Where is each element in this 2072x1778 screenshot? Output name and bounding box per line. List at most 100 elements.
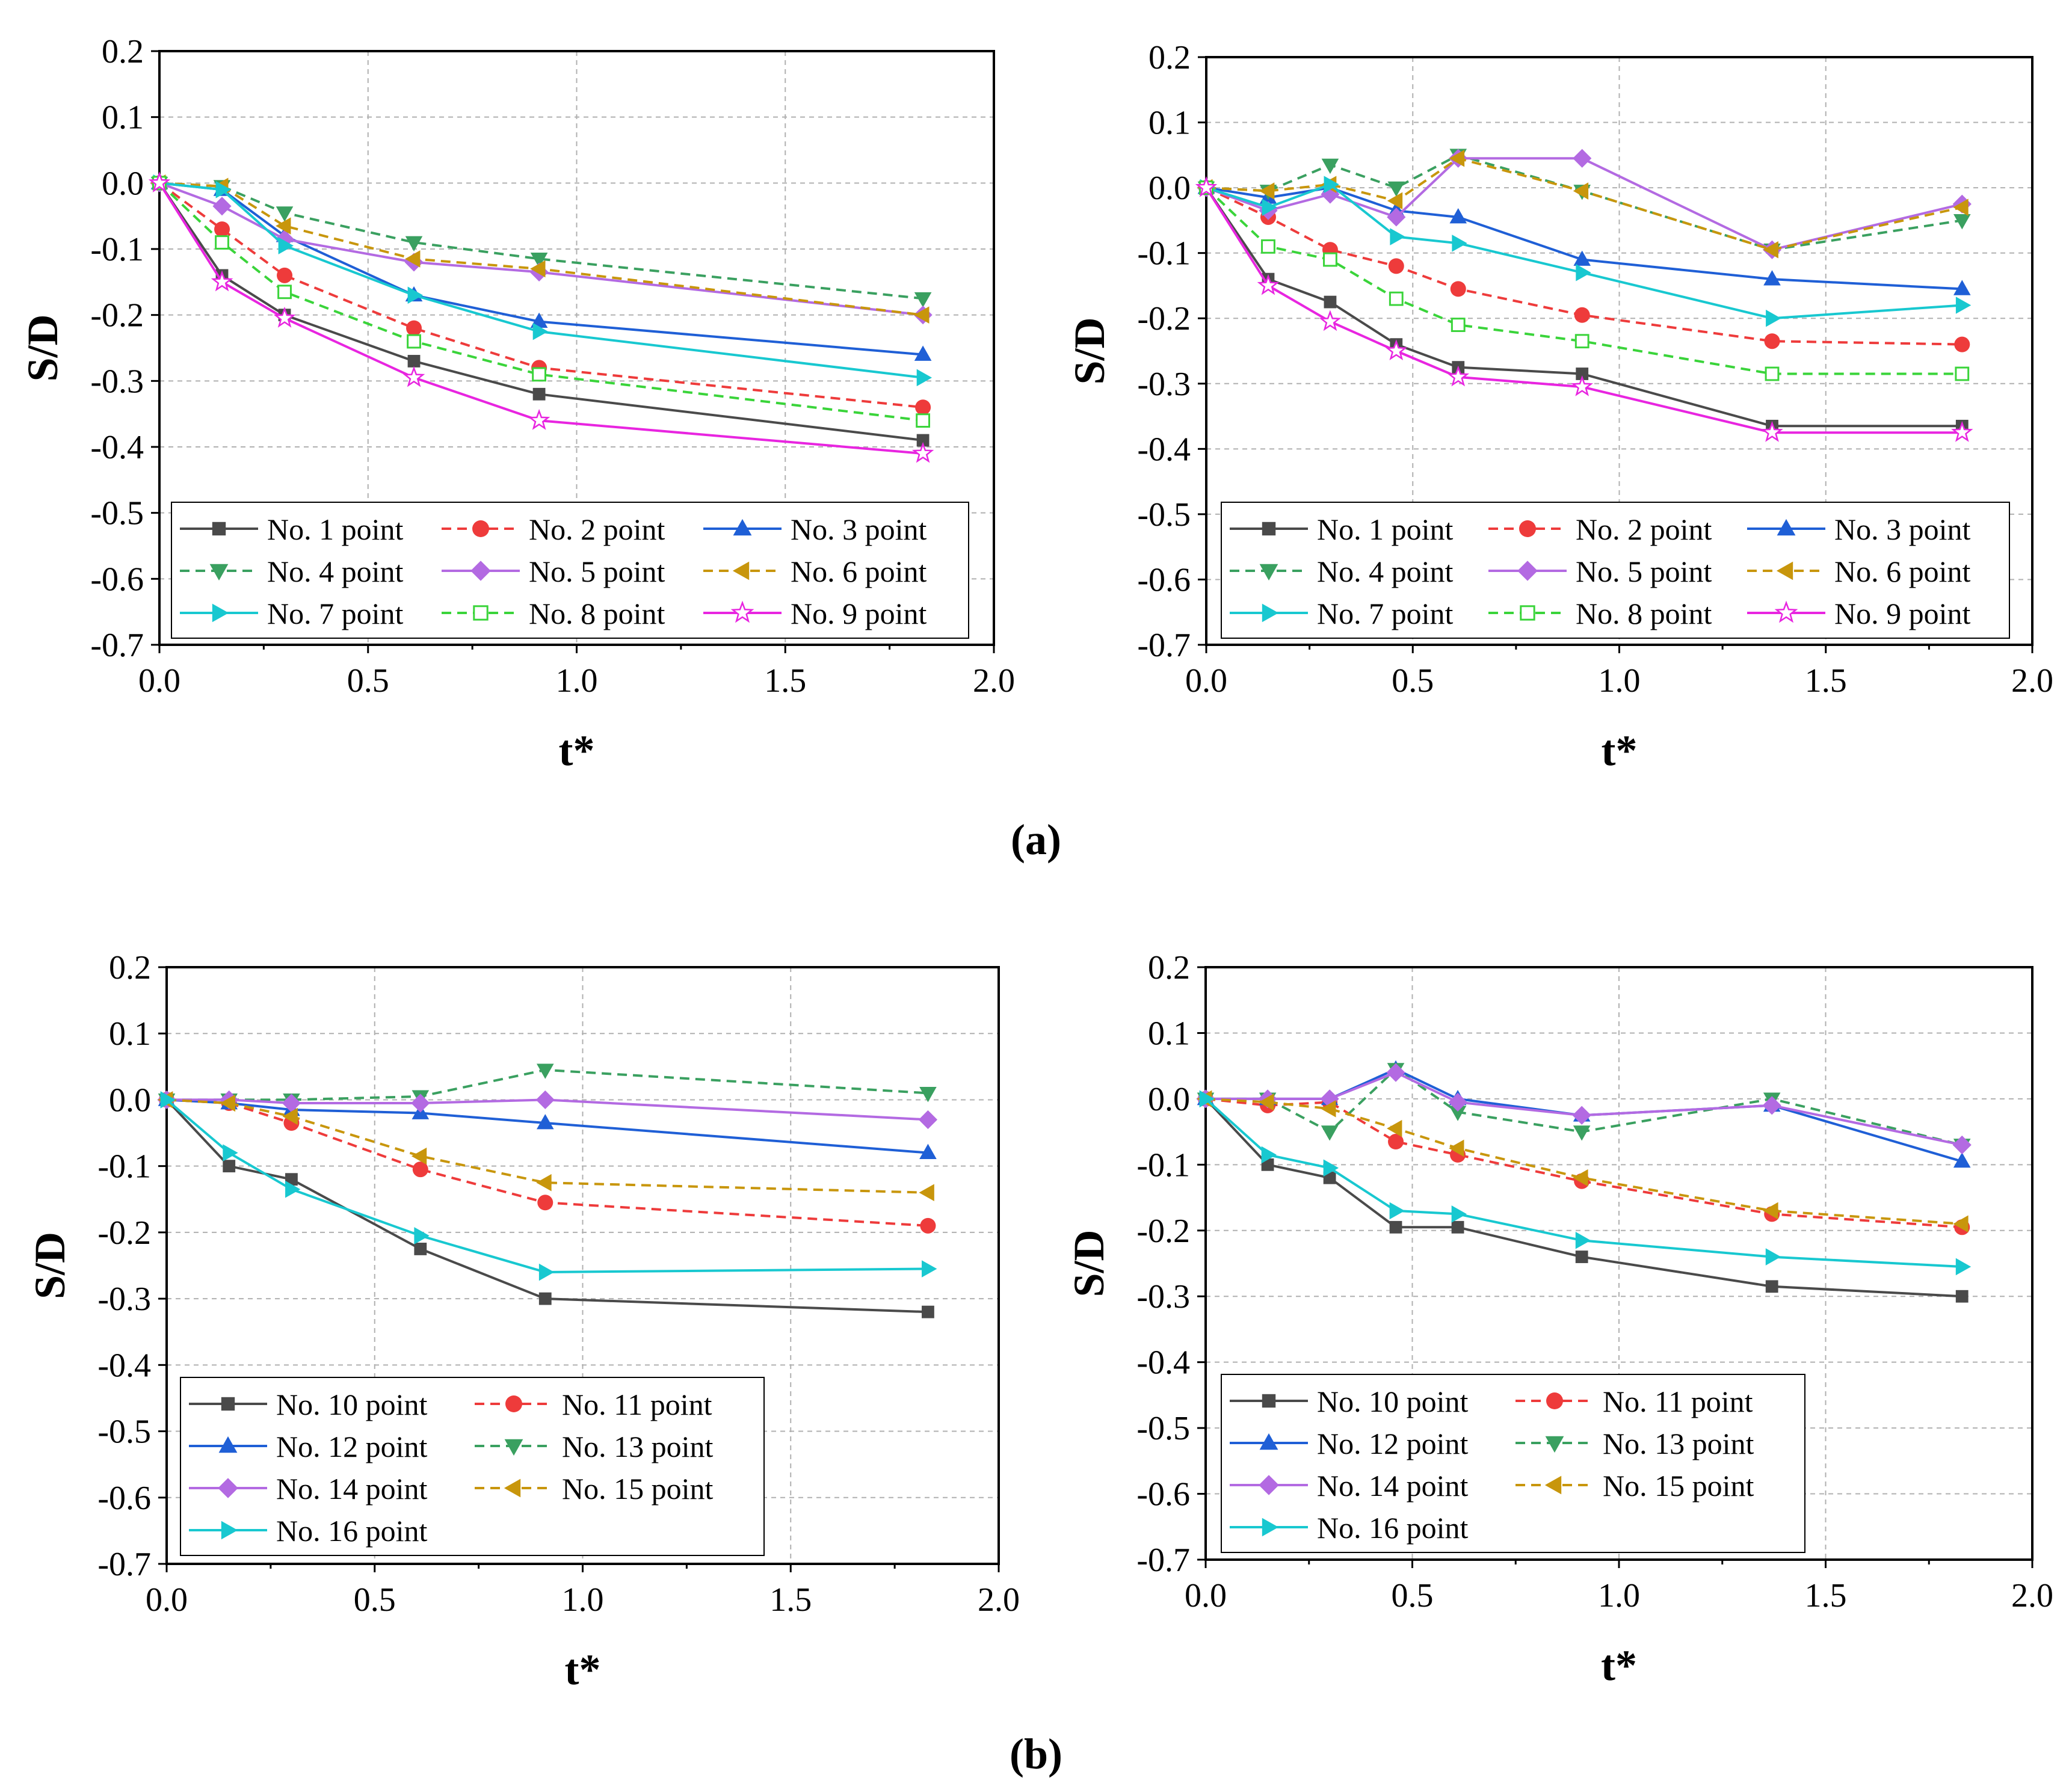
legend-item: No. 12 point <box>189 1430 428 1463</box>
chart-b-right: 0.0 0.5 1.0 1.5 2.0 -0.7 -0.6 -0.5 -0.4 -0.3 -0.2 -… <box>1065 949 2053 1690</box>
data-point <box>538 1292 552 1305</box>
series-line <box>1206 157 1963 251</box>
x-tick-label: 0.5 <box>347 662 389 700</box>
legend-label: No. 11 point <box>1603 1385 1753 1418</box>
legend-label: No. 14 point <box>1317 1469 1469 1503</box>
y-tick-label: 0.2 <box>1149 39 1191 76</box>
data-point <box>214 221 230 238</box>
chart-a-right: 0.0 0.5 1.0 1.5 2.0 -0.7 -0.6 -0.5 -0.4 -0.3 -0.2 -… <box>1065 39 2053 775</box>
data-point <box>276 206 294 222</box>
data-point <box>528 408 550 430</box>
legend-marker <box>733 518 752 536</box>
data-point <box>1763 241 1778 259</box>
data-point <box>1762 1096 1781 1115</box>
y-tick-label: -0.2 <box>97 1214 151 1252</box>
legend-label: No. 1 point <box>267 512 404 546</box>
legend-marker <box>1777 518 1796 536</box>
data-point <box>914 345 932 361</box>
data-point <box>1573 250 1591 266</box>
data-point <box>406 320 422 336</box>
data-point <box>282 1107 298 1125</box>
data-point <box>1953 198 1969 216</box>
legend-item: No. 5 point <box>1488 555 1712 588</box>
data-point <box>1449 1139 1464 1157</box>
x-tick-label: 1.5 <box>764 662 806 700</box>
legend-item: No. 4 point <box>180 555 404 588</box>
series-line <box>158 182 923 422</box>
x-tick-label: 1.0 <box>562 1581 604 1619</box>
series-line <box>1205 1097 1963 1225</box>
legend-marker <box>221 1397 235 1411</box>
legend-item: No. 5 point <box>442 555 665 588</box>
legend-item: No. 6 point <box>703 555 927 588</box>
x-tick-label: 1.5 <box>769 1581 812 1619</box>
legend-box <box>171 502 969 639</box>
y-tick-label: 0.1 <box>102 99 144 137</box>
data-point <box>1324 295 1337 309</box>
x-tick-label: 0.5 <box>1392 662 1434 700</box>
legend-item: No. 14 point <box>1230 1469 1469 1503</box>
legend-marker <box>1776 561 1793 580</box>
series-line <box>1205 187 1963 434</box>
data-point <box>1573 1125 1591 1141</box>
legend-label: No. 13 point <box>1603 1427 1754 1460</box>
data-point <box>1262 198 1277 216</box>
data-point <box>223 1144 238 1161</box>
legend-marker <box>1259 1475 1279 1495</box>
data-point <box>1195 176 1218 197</box>
y-tick-label: 0.0 <box>102 165 144 202</box>
legend-label: No. 3 point <box>1834 512 1971 546</box>
series-7 <box>1199 1090 1972 1276</box>
legend: No. 1 point No. 2 point No. 3 point No. 4 p… <box>171 502 969 639</box>
series-line <box>158 182 923 455</box>
y-tick-label: -0.3 <box>1137 366 1191 403</box>
data-point <box>915 399 931 416</box>
data-point <box>1572 1106 1591 1125</box>
y-tick-label: -0.4 <box>1136 1344 1190 1382</box>
data-point <box>405 236 423 251</box>
legend-item: No. 9 point <box>1747 597 1971 630</box>
data-point <box>215 235 229 250</box>
data-point <box>1261 239 1275 254</box>
series-line <box>158 182 923 441</box>
legend-marker <box>1545 1436 1564 1453</box>
y-tick-label: 0.1 <box>1149 105 1191 142</box>
data-point <box>1955 1258 1972 1276</box>
y-tick-label: -0.6 <box>1136 1476 1190 1513</box>
series-line <box>1206 1071 1963 1146</box>
y-tick-label: 0.0 <box>109 1081 151 1119</box>
legend-label: No. 2 point <box>529 512 665 546</box>
series-group <box>1195 149 1973 442</box>
data-point <box>914 292 932 308</box>
x-tick-label: 1.0 <box>556 662 598 700</box>
data-point <box>536 1174 552 1192</box>
legend-item: No. 9 point <box>703 597 927 630</box>
data-point <box>1259 1094 1274 1111</box>
legend-marker <box>473 605 489 621</box>
y-tick-label: 0.1 <box>109 1015 151 1053</box>
data-point <box>1385 339 1408 361</box>
legend-label: No. 5 point <box>1576 555 1712 588</box>
data-point <box>1574 307 1590 323</box>
series-line <box>165 1099 928 1314</box>
y-tick-label: -0.5 <box>1136 1410 1190 1447</box>
data-point <box>148 171 171 192</box>
data-point <box>215 181 231 198</box>
legend-item: No. 13 point <box>1515 1427 1754 1460</box>
data-point <box>1766 309 1781 327</box>
data-point <box>405 250 421 268</box>
series-line <box>159 182 923 379</box>
legend-label: No. 12 point <box>276 1430 428 1463</box>
legend-item: No. 7 point <box>1230 597 1454 630</box>
data-point <box>1575 1231 1591 1249</box>
data-point <box>916 434 930 447</box>
axes: 0.0 0.5 1.0 1.5 2.0 -0.7 -0.6 -0.5 -0.4 -0.3 -0.2 -… <box>26 949 1020 1694</box>
legend-marker <box>212 603 229 623</box>
series-line <box>167 1098 928 1121</box>
legend-marker <box>1262 1394 1276 1408</box>
legend-box <box>1221 1374 1805 1553</box>
data-point <box>1952 1135 1972 1155</box>
series-group <box>148 171 934 463</box>
data-point <box>1389 1202 1405 1220</box>
data-point <box>922 1305 934 1318</box>
